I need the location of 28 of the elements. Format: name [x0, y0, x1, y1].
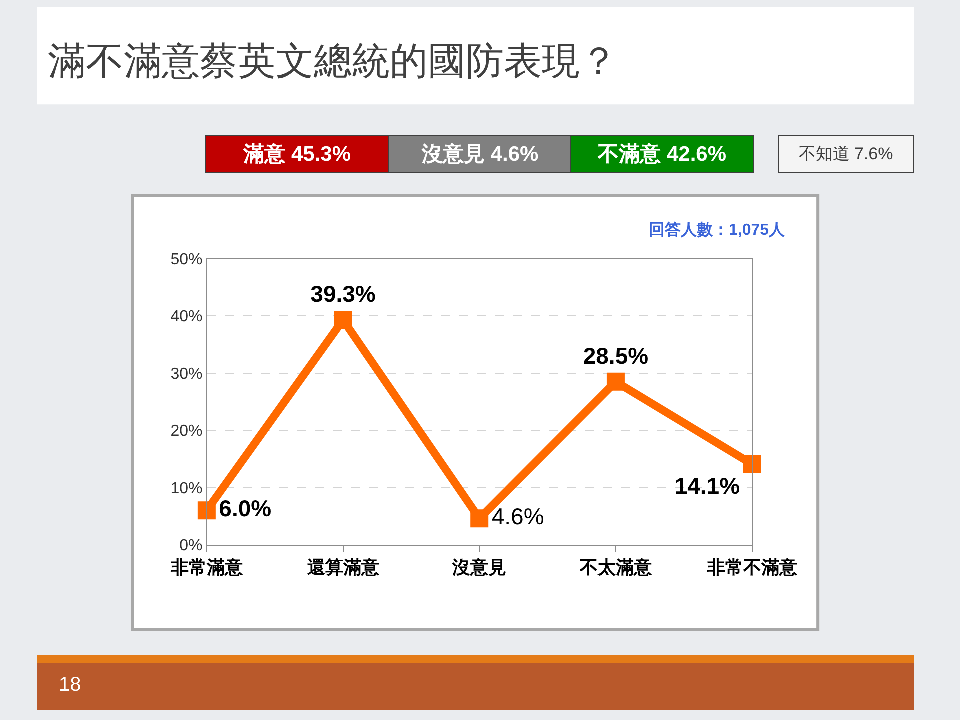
y-tick-label: 20%: [170, 423, 203, 440]
data-label: 4.6%: [492, 503, 544, 530]
point: [334, 311, 352, 330]
chart-title: 滿不滿意蔡英文總統的國防表現？: [48, 41, 618, 83]
text: 不知道 7.6%: [798, 144, 894, 164]
text: 沒意見 4.6%: [420, 142, 540, 166]
x-tick-label: 不太滿意: [578, 558, 653, 578]
y-tick-label: 0%: [180, 538, 203, 555]
y-tick-label: 10%: [170, 480, 203, 498]
text: 不滿意 42.6%: [597, 142, 727, 166]
point: [743, 455, 762, 474]
x-tick-label: 非常不滿意: [706, 558, 798, 578]
y-tick-label: 40%: [170, 308, 203, 326]
point: [198, 502, 216, 520]
text: 18: [59, 674, 82, 696]
data-label: 6.0%: [219, 495, 272, 522]
y-tick-label: 50%: [170, 252, 203, 269]
data-label: 28.5%: [583, 342, 649, 369]
x-tick-label: 沒意見: [452, 558, 507, 578]
data-label: 39.3%: [310, 281, 376, 308]
point: [606, 372, 625, 391]
data-label: 14.1%: [674, 472, 740, 499]
text: 滿意 45.3%: [242, 142, 352, 166]
point: [470, 510, 489, 528]
x-tick-label: 非常滿意: [170, 558, 244, 578]
x-tick-label: 還算滿意: [307, 558, 380, 578]
text: 回答人數：1,075人: [649, 221, 786, 239]
y-tick-label: 30%: [170, 366, 203, 383]
